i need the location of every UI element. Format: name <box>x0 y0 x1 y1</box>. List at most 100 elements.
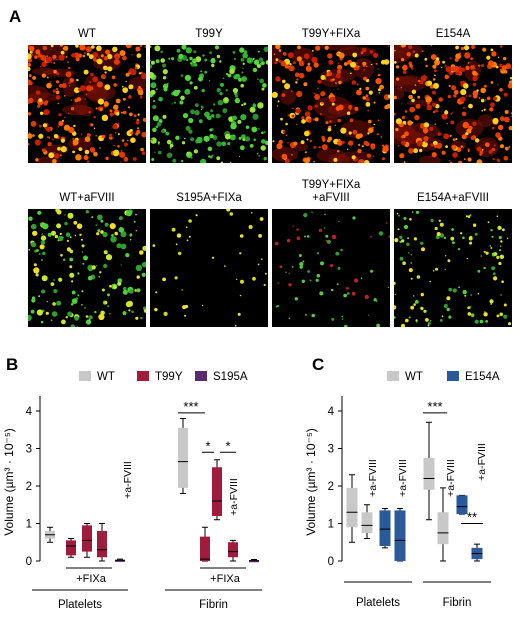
micrograph-spot <box>469 241 473 245</box>
micrograph-spot <box>301 116 305 120</box>
micrograph-spot <box>314 117 319 122</box>
micrograph-spot <box>84 136 91 142</box>
micrograph-spot <box>432 102 437 107</box>
boxplot-chart-b: WT T99Y S195A 0 1 2 3 4 Volume (µm³ · 10⁻⁵) Plate… <box>2 371 262 611</box>
micrograph-spot <box>220 115 222 117</box>
micrograph-spot <box>63 94 66 97</box>
micrograph-spot <box>88 111 91 114</box>
micrograph-spot <box>481 110 483 112</box>
micrograph-spot <box>121 139 125 142</box>
micrograph-spot <box>55 80 60 84</box>
micrograph-spot <box>507 322 512 326</box>
micrograph-spot <box>56 300 62 306</box>
micrograph-spot <box>480 255 483 257</box>
micrograph-spot <box>322 138 326 142</box>
micrograph-spot <box>483 312 488 317</box>
micrograph-spot <box>472 75 478 82</box>
micrograph-spot <box>429 320 432 322</box>
micrograph-spot <box>404 110 408 113</box>
micrograph-spot <box>354 106 359 111</box>
micrograph-spot <box>448 315 452 319</box>
micrograph-spot <box>370 235 372 238</box>
micrograph-spot <box>180 74 184 77</box>
micrograph-spot <box>263 157 267 161</box>
micrograph-spot <box>509 77 512 80</box>
micrograph-spot <box>264 272 267 275</box>
micrograph-spot <box>204 58 208 62</box>
micrograph-spot <box>313 62 319 68</box>
micrograph-spot <box>404 123 407 125</box>
micrograph-spot <box>448 287 453 292</box>
micrograph-spot <box>301 279 305 283</box>
micrograph-spot <box>129 289 134 294</box>
micrograph-spot <box>28 99 31 104</box>
micrograph-spot <box>201 304 204 307</box>
micrograph-spot <box>365 97 370 102</box>
micrograph-spot <box>55 90 60 95</box>
micrograph-spot <box>104 301 108 305</box>
micrograph-spot <box>423 122 430 128</box>
micrograph-spot <box>51 61 53 64</box>
micrograph-spot <box>193 50 197 54</box>
micrograph-spot <box>65 232 71 237</box>
micrograph-spot <box>304 235 306 238</box>
micrograph-spot <box>67 212 74 219</box>
micrograph-spot <box>117 133 120 136</box>
micrograph-spot <box>288 272 291 275</box>
micrograph-spot <box>115 98 121 104</box>
micrograph-spot <box>211 63 215 68</box>
micrograph-spot <box>35 158 39 162</box>
micrograph-spot <box>88 315 93 320</box>
micrograph-image <box>394 45 512 163</box>
micrograph-spot <box>464 52 471 59</box>
micrograph-spot <box>367 132 370 135</box>
micrograph-spot <box>117 281 122 286</box>
y-axis-label: Volume (µm³ · 10⁻⁵) <box>2 428 16 536</box>
micrograph-spot <box>497 225 502 230</box>
micrograph-spot <box>34 55 38 59</box>
micrograph-spot <box>190 156 193 159</box>
micrograph-spot <box>430 218 434 223</box>
micrograph-spot <box>248 224 253 230</box>
micrograph-spot <box>450 66 456 72</box>
micrograph-spot <box>503 156 509 161</box>
micrograph-spot <box>63 258 66 261</box>
micrograph-spot <box>351 80 357 85</box>
micrograph-spot <box>89 147 96 153</box>
micrograph-spot <box>33 267 40 274</box>
micrograph-spot <box>70 107 75 111</box>
micrograph-spot <box>470 294 472 296</box>
micrograph-spot <box>347 148 349 150</box>
micrograph-spot <box>64 221 68 226</box>
sig-stars: ** <box>467 510 477 525</box>
micrograph-spot <box>216 87 221 93</box>
micrograph-spot <box>75 57 80 62</box>
micrograph-spot <box>274 61 278 65</box>
micrograph-spot <box>30 223 37 230</box>
micrograph-spot <box>328 60 334 65</box>
micrograph-spot <box>252 113 259 120</box>
micrograph-spot <box>257 153 259 155</box>
micrograph-spot <box>378 231 384 236</box>
micrograph-spot <box>431 152 437 158</box>
micrograph-spot <box>31 298 36 303</box>
micrograph-spot <box>92 57 97 62</box>
micrograph-spot <box>109 312 111 315</box>
micrograph-spot <box>402 70 407 75</box>
micrograph-spot <box>30 120 37 127</box>
micrograph-spot <box>408 45 413 50</box>
micrograph-spot <box>40 235 47 241</box>
micrograph-spot <box>155 291 158 294</box>
micrograph-spot <box>365 86 370 91</box>
micrograph-spot <box>51 311 58 317</box>
micrograph-spot <box>491 51 497 57</box>
micrograph-spot <box>52 302 56 306</box>
micrograph-spot <box>487 221 490 224</box>
fibrin-haze <box>340 120 373 138</box>
micrograph-spot <box>182 305 187 310</box>
micrograph-spot <box>447 95 451 99</box>
micrograph-spot <box>480 98 485 103</box>
micrograph-spot <box>472 121 477 126</box>
micrograph-spot <box>93 115 96 119</box>
micrograph-label: S195A+FIXa <box>176 192 242 204</box>
